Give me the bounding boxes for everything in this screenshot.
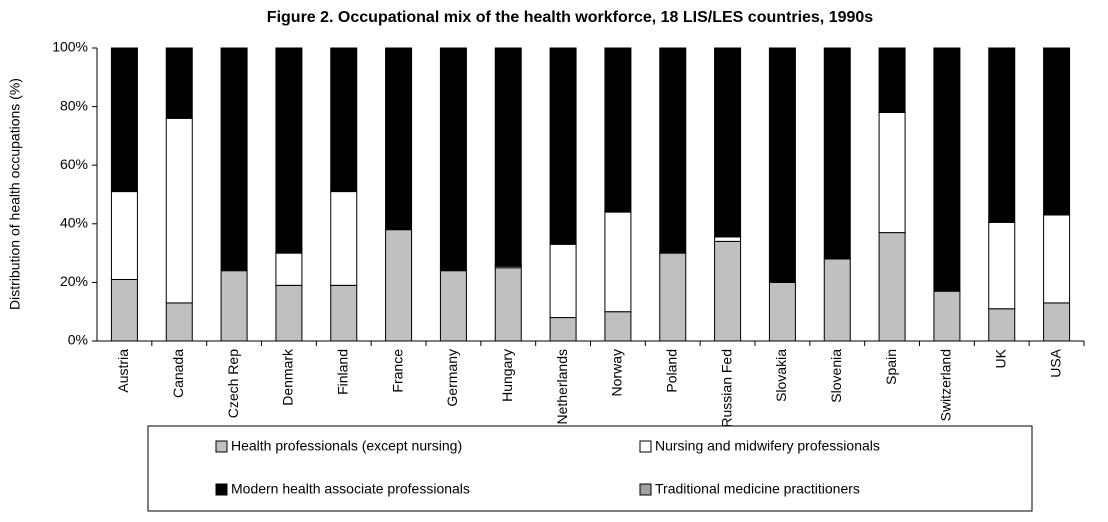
bar-segment (714, 236, 742, 242)
y-tick-label: 20% (60, 273, 88, 289)
bar-segment (768, 281, 796, 342)
legend-swatch (215, 483, 228, 496)
bar-segment (933, 47, 961, 292)
bar-segment (988, 308, 1016, 342)
bar-segment (1043, 214, 1071, 304)
legend-swatch (215, 440, 228, 453)
chart-title: Figure 2. Occupational mix of the health… (267, 9, 873, 26)
bar-segment (439, 270, 467, 342)
x-tick-label: Finland (334, 349, 350, 395)
bar-segment (768, 47, 796, 283)
bar-segment (275, 284, 303, 342)
legend-label: Modern health associate professionals (231, 481, 470, 497)
bar-segment (385, 229, 413, 342)
bar-segment (165, 47, 193, 119)
bar-segment (823, 47, 851, 260)
x-tick-label: France (389, 349, 405, 393)
bar-segment (330, 191, 358, 286)
x-tick-label: Russian Fed (718, 349, 734, 428)
bar-segment (823, 258, 851, 342)
legend-label: Nursing and midwifery professionals (655, 438, 880, 454)
bar-segment (275, 252, 303, 286)
bar-segment (604, 47, 632, 213)
y-axis-label: Distribution of health occupations (%) (7, 78, 23, 310)
x-tick-label: Czech Rep (225, 349, 241, 418)
bar-segment (549, 47, 577, 245)
bar-segment (110, 47, 138, 193)
bar-segment (878, 232, 906, 342)
bar-segment (165, 302, 193, 342)
y-tick-label: 100% (52, 39, 88, 55)
legend-label: Health professionals (except nursing) (231, 438, 462, 454)
legend-label: Traditional medicine practitioners (655, 481, 860, 497)
x-tick-label: USA (1047, 348, 1063, 377)
y-tick-label: 0% (68, 332, 88, 348)
bar-segment (604, 211, 632, 313)
bar-segment (988, 221, 1016, 310)
bar-segment (714, 47, 742, 238)
x-tick-label: Canada (170, 349, 186, 398)
x-tick-label: Poland (663, 349, 679, 393)
bar-segment (110, 278, 138, 342)
legend-swatch (639, 483, 652, 496)
y-tick-label: 60% (60, 156, 88, 172)
bar-segment (878, 47, 906, 113)
y-tick-label: 40% (60, 215, 88, 231)
bar-segment (549, 243, 577, 319)
bar-segment (988, 47, 1016, 223)
x-tick-label: Austria (115, 349, 131, 393)
bar-segment (165, 117, 193, 304)
x-tick-label: Norway (609, 349, 625, 396)
bar-segment (439, 47, 467, 272)
bar-segment (604, 311, 632, 342)
bar-segment (1043, 47, 1071, 216)
x-tick-label: Hungary (499, 349, 515, 402)
bar-segment (549, 317, 577, 342)
bar-segment (385, 47, 413, 231)
x-tick-label: Slovakia (773, 349, 789, 402)
x-tick-label: Switzerland (938, 349, 954, 421)
y-tick-label: 80% (60, 97, 88, 113)
x-tick-label: UK (992, 348, 1008, 368)
x-tick-label: Netherlands (554, 349, 570, 425)
bar-segment (220, 270, 248, 342)
bar-segment (275, 47, 303, 254)
bar-segment (714, 240, 742, 342)
bar-segment (494, 47, 522, 267)
bar-segment (330, 47, 358, 193)
bar-segment (878, 111, 906, 234)
bar-segment (220, 47, 248, 272)
bar-segment (494, 267, 522, 342)
bar-segment (659, 252, 687, 342)
x-tick-label: Slovenia (828, 349, 844, 403)
bar-segment (330, 284, 358, 342)
legend-box (147, 425, 1033, 512)
bar-segment (933, 290, 961, 342)
x-tick-label: Germany (444, 349, 460, 407)
legend-swatch (639, 440, 652, 453)
bar-segment (1043, 302, 1071, 342)
bar-segment (110, 191, 138, 280)
x-tick-label: Spain (883, 349, 899, 385)
bar-segment (659, 47, 687, 254)
x-tick-label: Denmark (280, 348, 296, 406)
